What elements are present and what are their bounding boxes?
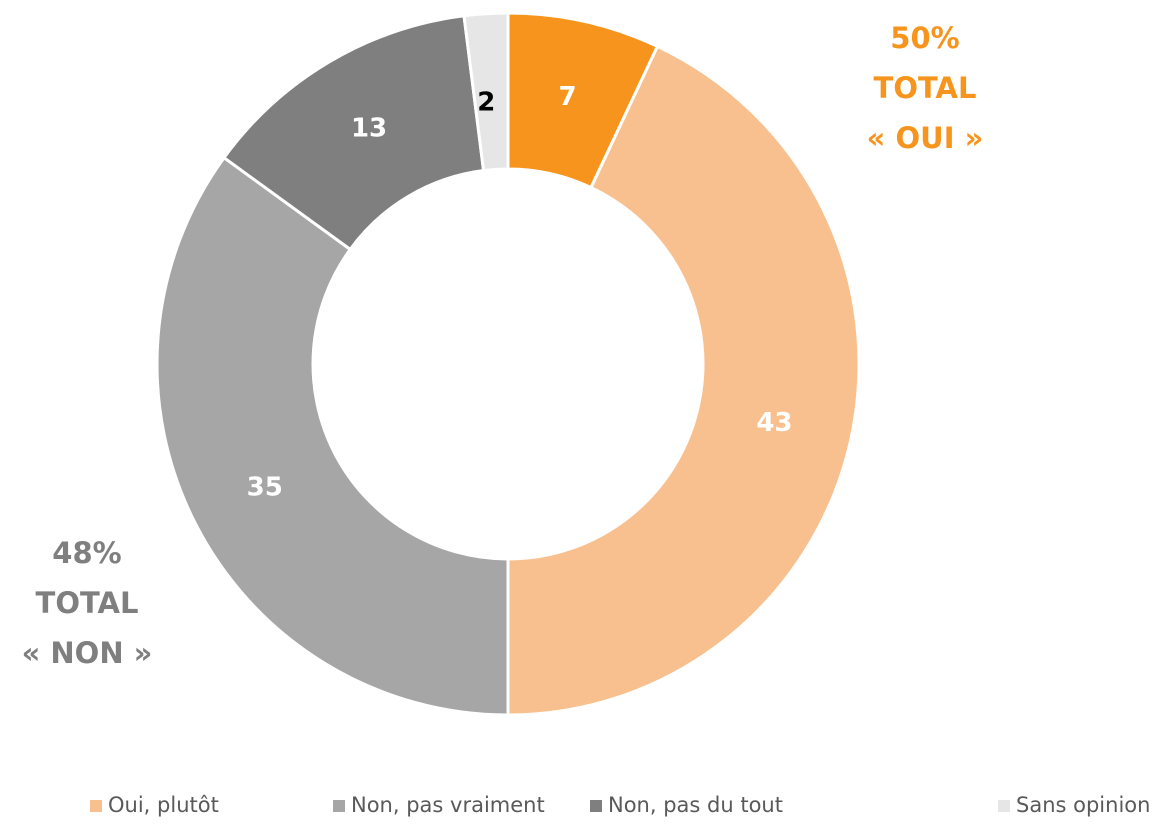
annotation: « NON » xyxy=(22,636,153,670)
donut-segment xyxy=(221,14,486,252)
legend-label: Oui, plutôt xyxy=(108,793,219,817)
donut-segment xyxy=(506,44,861,717)
value-label: 43 xyxy=(756,408,792,438)
annotation: 48% xyxy=(52,536,121,570)
value-label: 2 xyxy=(477,87,495,117)
value-label: 35 xyxy=(247,472,283,502)
legend-label: Non, pas vraiment xyxy=(351,793,545,817)
legend-swatch xyxy=(998,800,1010,812)
annotation: TOTAL xyxy=(36,586,139,620)
annotation: TOTAL xyxy=(874,71,977,105)
value-label: 7 xyxy=(559,82,577,112)
donut-segment xyxy=(462,11,510,173)
legend-swatch xyxy=(590,800,602,812)
value-label: 13 xyxy=(351,114,387,144)
legend-swatch xyxy=(333,800,345,812)
legend-label: Non, pas du tout xyxy=(608,793,783,817)
annotation: « OUI » xyxy=(867,121,984,155)
legend-swatch xyxy=(90,800,102,812)
donut-segment xyxy=(155,155,510,717)
legend-label: Sans opinion xyxy=(1016,793,1150,817)
annotation: 50% xyxy=(890,21,959,55)
